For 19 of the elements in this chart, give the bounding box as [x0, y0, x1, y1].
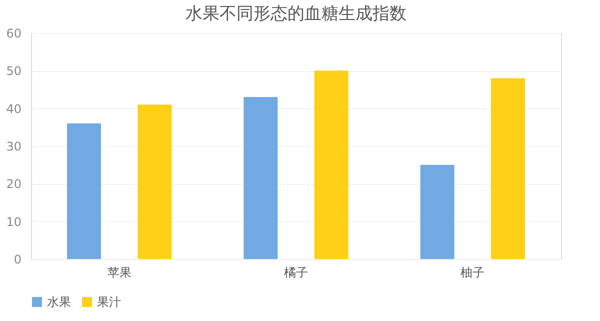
bar [67, 123, 101, 259]
bar [314, 70, 348, 259]
y-tick-label: 20 [6, 177, 22, 192]
legend-label: 果汁 [97, 295, 121, 309]
x-tick-label: 橘子 [284, 266, 308, 280]
x-tick-label: 苹果 [107, 266, 132, 280]
y-tick-label: 50 [6, 64, 22, 78]
bar [491, 78, 525, 259]
y-tick-label: 0 [14, 252, 22, 266]
y-tick-label: 40 [6, 102, 22, 116]
bar [420, 164, 454, 259]
legend-label: 水果 [47, 295, 71, 309]
chart-title: 水果不同形态的血糖生成指数 [186, 4, 406, 24]
y-tick-label: 60 [6, 26, 22, 40]
bar [138, 104, 172, 259]
x-tick-label: 柚子 [460, 266, 485, 280]
bar [244, 97, 278, 259]
y-tick-label: 10 [6, 214, 22, 229]
y-tick-label: 30 [6, 140, 22, 154]
